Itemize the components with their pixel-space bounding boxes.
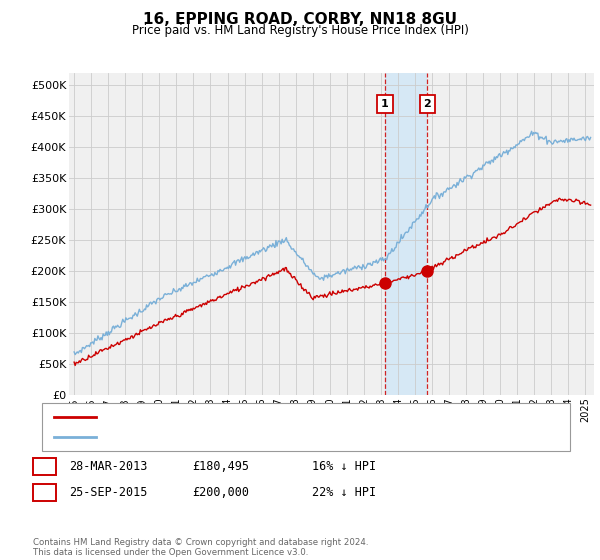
Text: Contains HM Land Registry data © Crown copyright and database right 2024.
This d: Contains HM Land Registry data © Crown c…	[33, 538, 368, 557]
Text: 22% ↓ HPI: 22% ↓ HPI	[312, 486, 376, 499]
Text: HPI: Average price, detached house, North Northamptonshire: HPI: Average price, detached house, Nort…	[102, 432, 422, 442]
Text: 1: 1	[40, 460, 49, 473]
Bar	[385, 73, 427, 395]
Text: 16, EPPING ROAD, CORBY, NN18 8GU (detached house): 16, EPPING ROAD, CORBY, NN18 8GU (detach…	[102, 412, 391, 422]
Text: 16, EPPING ROAD, CORBY, NN18 8GU: 16, EPPING ROAD, CORBY, NN18 8GU	[143, 12, 457, 27]
Text: 1: 1	[381, 99, 389, 109]
Text: £200,000: £200,000	[192, 486, 249, 499]
Text: 2: 2	[424, 99, 431, 109]
Text: £180,495: £180,495	[192, 460, 249, 473]
Text: 2: 2	[40, 486, 49, 499]
Text: 28-MAR-2013: 28-MAR-2013	[69, 460, 148, 473]
Text: 25-SEP-2015: 25-SEP-2015	[69, 486, 148, 499]
Text: 16% ↓ HPI: 16% ↓ HPI	[312, 460, 376, 473]
Text: Price paid vs. HM Land Registry's House Price Index (HPI): Price paid vs. HM Land Registry's House …	[131, 24, 469, 37]
